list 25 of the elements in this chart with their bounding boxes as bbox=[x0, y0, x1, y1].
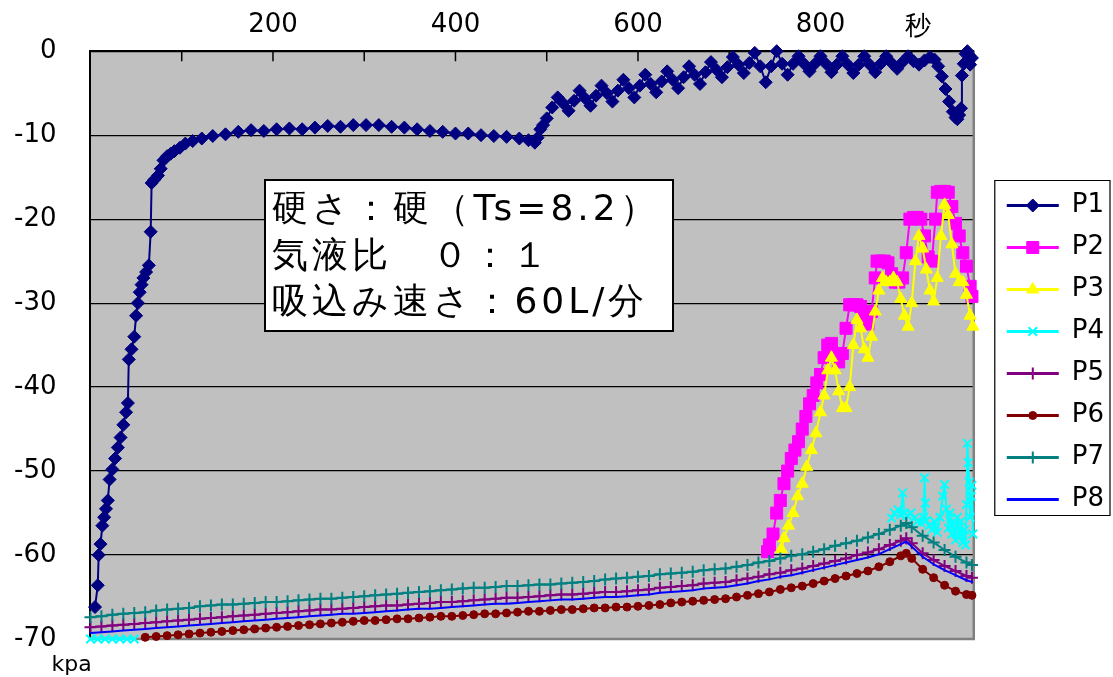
annotation: 硬さ：硬（Ts=8.2） bbox=[272, 186, 660, 231]
y-axis-title: kpa bbox=[51, 651, 92, 676]
y-tick-label: -30 bbox=[14, 285, 57, 316]
y-tick-label: -20 bbox=[14, 201, 57, 232]
legend-label: P3 bbox=[1071, 272, 1105, 303]
y-tick-label: -10 bbox=[14, 117, 57, 148]
x-tick-label: 200 bbox=[248, 8, 298, 39]
y-tick-label: -60 bbox=[14, 537, 57, 568]
x-tick-label: 800 bbox=[795, 8, 846, 39]
legend-label: P8 bbox=[1071, 482, 1105, 513]
annotation: 気液比 ０：１ bbox=[272, 232, 554, 277]
x-tick-label: 400 bbox=[430, 8, 481, 39]
y-tick-label: -70 bbox=[14, 621, 57, 652]
legend-label: P5 bbox=[1071, 356, 1105, 387]
y-tick-label: 0 bbox=[39, 33, 57, 64]
legend-label: P4 bbox=[1071, 314, 1105, 345]
x-tick-label: 600 bbox=[613, 8, 663, 39]
legend-label: P7 bbox=[1071, 440, 1105, 471]
y-tick-label: -50 bbox=[14, 453, 57, 484]
legend-label: P6 bbox=[1071, 398, 1105, 429]
annotation: 吸込み速さ：60L/分 bbox=[272, 279, 650, 324]
x-axis-title: 秒 bbox=[904, 10, 931, 41]
y-tick-label: -40 bbox=[14, 369, 57, 400]
legend-label: P1 bbox=[1071, 188, 1105, 219]
legend-label: P2 bbox=[1071, 230, 1105, 261]
